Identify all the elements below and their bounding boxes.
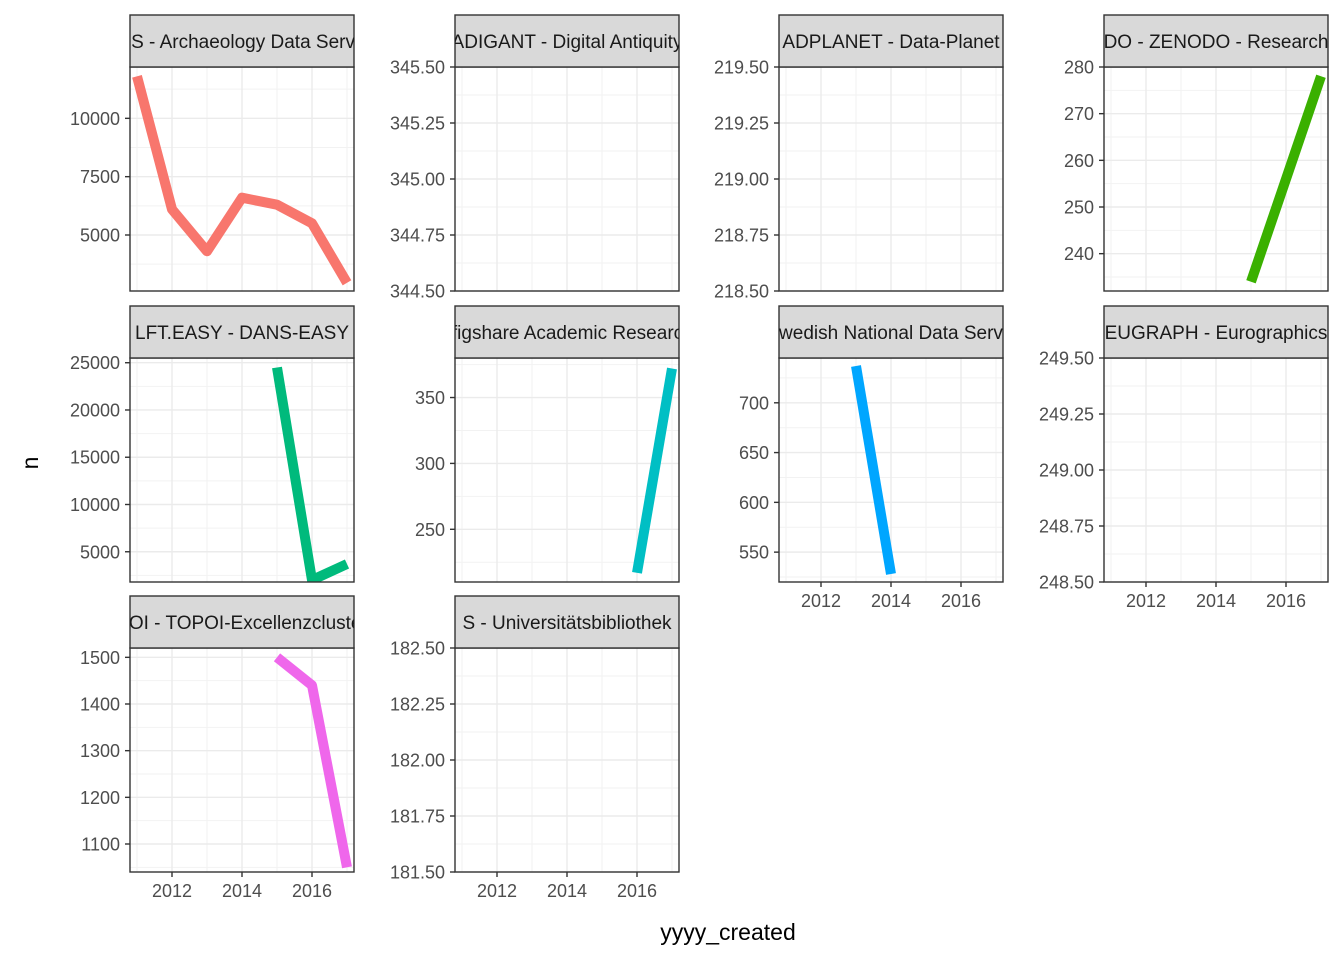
y-tick-label: 250 [415, 520, 445, 540]
facet-strip [778, 14, 1004, 68]
facet-strip [129, 305, 355, 359]
y-tick-label: 260 [1064, 151, 1094, 171]
y-tick-label: 1200 [80, 788, 120, 808]
series-line [632, 367, 677, 574]
facet-panel: ADS - Archaeology Data Service 5000 7500 10… [70, 14, 380, 292]
series-line [1246, 74, 1326, 284]
y-tick-label: 219.25 [714, 114, 769, 134]
y-tick-label: 20000 [70, 400, 120, 420]
y-tick-label: 350 [415, 388, 445, 408]
series-line [132, 75, 352, 286]
x-tick-label: 2014 [871, 591, 911, 611]
facet-strip [129, 595, 355, 649]
y-tick-label: 25000 [70, 353, 120, 373]
y-tick-label: 280 [1064, 58, 1094, 78]
facet-strip-label: ADPLANET - Data-Planet [782, 32, 1000, 53]
y-tick-label: 1500 [80, 648, 120, 668]
facet-panel: - Swedish National Data Service 550 600 650… [739, 305, 1027, 611]
y-tick-label: 10000 [70, 109, 120, 129]
x-tick-label: 2014 [222, 881, 262, 901]
facet-strip-label: POI - TOPOI-Excellenzcluster [116, 613, 368, 634]
y-tick-label: 300 [415, 454, 445, 474]
facet-strip [1103, 14, 1329, 68]
x-tick-label: 2012 [152, 881, 192, 901]
y-tick-label: 249.25 [1039, 405, 1094, 425]
x-tick-label: 2014 [547, 881, 587, 901]
y-tick-label: 345.25 [390, 114, 445, 134]
facet-panel: S - Universitätsbibliothek 181.50 181.75 18… [390, 595, 680, 901]
y-tick-label: 219.00 [714, 170, 769, 190]
y-tick-label: 218.50 [714, 282, 769, 302]
x-tick-label: 2016 [292, 881, 332, 901]
x-tick-label: 2014 [1196, 591, 1236, 611]
y-tick-label: 182.25 [390, 695, 445, 715]
y-tick-label: 219.50 [714, 58, 769, 78]
y-tick-label: 10000 [70, 495, 120, 515]
facet-strip [1103, 305, 1329, 359]
y-tick-label: 345.00 [390, 170, 445, 190]
y-tick-label: 270 [1064, 104, 1094, 124]
y-tick-label: 182.00 [390, 751, 445, 771]
y-tick-label: 15000 [70, 448, 120, 468]
y-tick-label: 650 [739, 443, 769, 463]
facet-strip [454, 595, 680, 649]
x-tick-label: 2016 [941, 591, 981, 611]
facet-panel: POI - TOPOI-Excellenzcluster 1100 1200 1300… [80, 595, 368, 901]
series-line [272, 366, 350, 582]
x-tick-label: 2012 [477, 881, 517, 901]
y-tick-label: 1100 [81, 835, 120, 855]
y-tick-label: 600 [739, 493, 769, 513]
facet-strip-label: S - Universitätsbibliothek [462, 613, 672, 634]
facet-panel: ADIGANT - Digital Antiquity 344.50 344.75 3… [390, 14, 683, 302]
y-tick-label: 344.50 [390, 282, 445, 302]
y-tick-label: 5000 [80, 226, 120, 246]
y-tick-label: 181.50 [390, 863, 445, 883]
y-tick-label: 1300 [80, 741, 120, 761]
y-tick-label: 1400 [80, 695, 120, 715]
facet-strip-label: - figshare Academic Research [440, 323, 693, 344]
y-tick-label: 249.00 [1039, 461, 1094, 481]
x-tick-label: 2012 [1126, 591, 1166, 611]
y-tick-label: 700 [739, 393, 769, 413]
facet-strip-label: DO - ZENODO - Research [1104, 32, 1329, 53]
facet-panel: LFT.EASY - DANS-EASY 5000 10000 15000 20000 2… [70, 305, 355, 583]
facet-panel: ADPLANET - Data-Planet 218.50 218.75 219.00… [714, 14, 1004, 302]
facet-panel: EUGRAPH - Eurographics 248.50 248.75 249.00… [1039, 305, 1329, 611]
y-tick-label: 550 [739, 543, 769, 563]
y-axis-title: n [17, 457, 43, 470]
facet-strip [454, 14, 680, 68]
y-tick-label: 250 [1064, 198, 1094, 218]
series-line [851, 365, 896, 575]
y-tick-label: 218.75 [714, 226, 769, 246]
series-line [273, 653, 352, 869]
facet-strip [454, 305, 680, 359]
facet-strip-label: EUGRAPH - Eurographics [1105, 323, 1328, 344]
facet-panels: ADS - Archaeology Data Service 5000 7500 10… [70, 14, 1329, 901]
y-tick-label: 7500 [80, 167, 120, 187]
y-tick-label: 240 [1064, 244, 1094, 264]
x-axis-title: yyyy_created [660, 919, 796, 945]
facet-panel: - figshare Academic Research 250 300 350 [415, 305, 693, 583]
x-tick-label: 2012 [801, 591, 841, 611]
facet-panel: DO - ZENODO - Research 240 250 260 270 280 [1064, 14, 1329, 292]
y-tick-label: 344.75 [390, 226, 445, 246]
facet-strip [129, 14, 355, 68]
y-tick-label: 345.50 [390, 58, 445, 78]
facet-strip [778, 305, 1004, 359]
y-tick-label: 5000 [80, 542, 120, 562]
y-tick-label: 182.50 [390, 639, 445, 659]
facet-strip-label: LFT.EASY - DANS-EASY [135, 323, 349, 344]
y-tick-label: 248.75 [1039, 517, 1094, 537]
x-tick-label: 2016 [1266, 591, 1306, 611]
facet-strip-label: ADIGANT - Digital Antiquity [452, 32, 683, 53]
x-tick-label: 2016 [617, 881, 657, 901]
y-tick-label: 248.50 [1039, 573, 1094, 593]
y-tick-label: 181.75 [390, 807, 445, 827]
y-tick-label: 249.50 [1039, 349, 1094, 369]
facet-strip-label: ADS - Archaeology Data Service [105, 32, 380, 53]
facet-strip-label: - Swedish National Data Service [755, 323, 1027, 344]
